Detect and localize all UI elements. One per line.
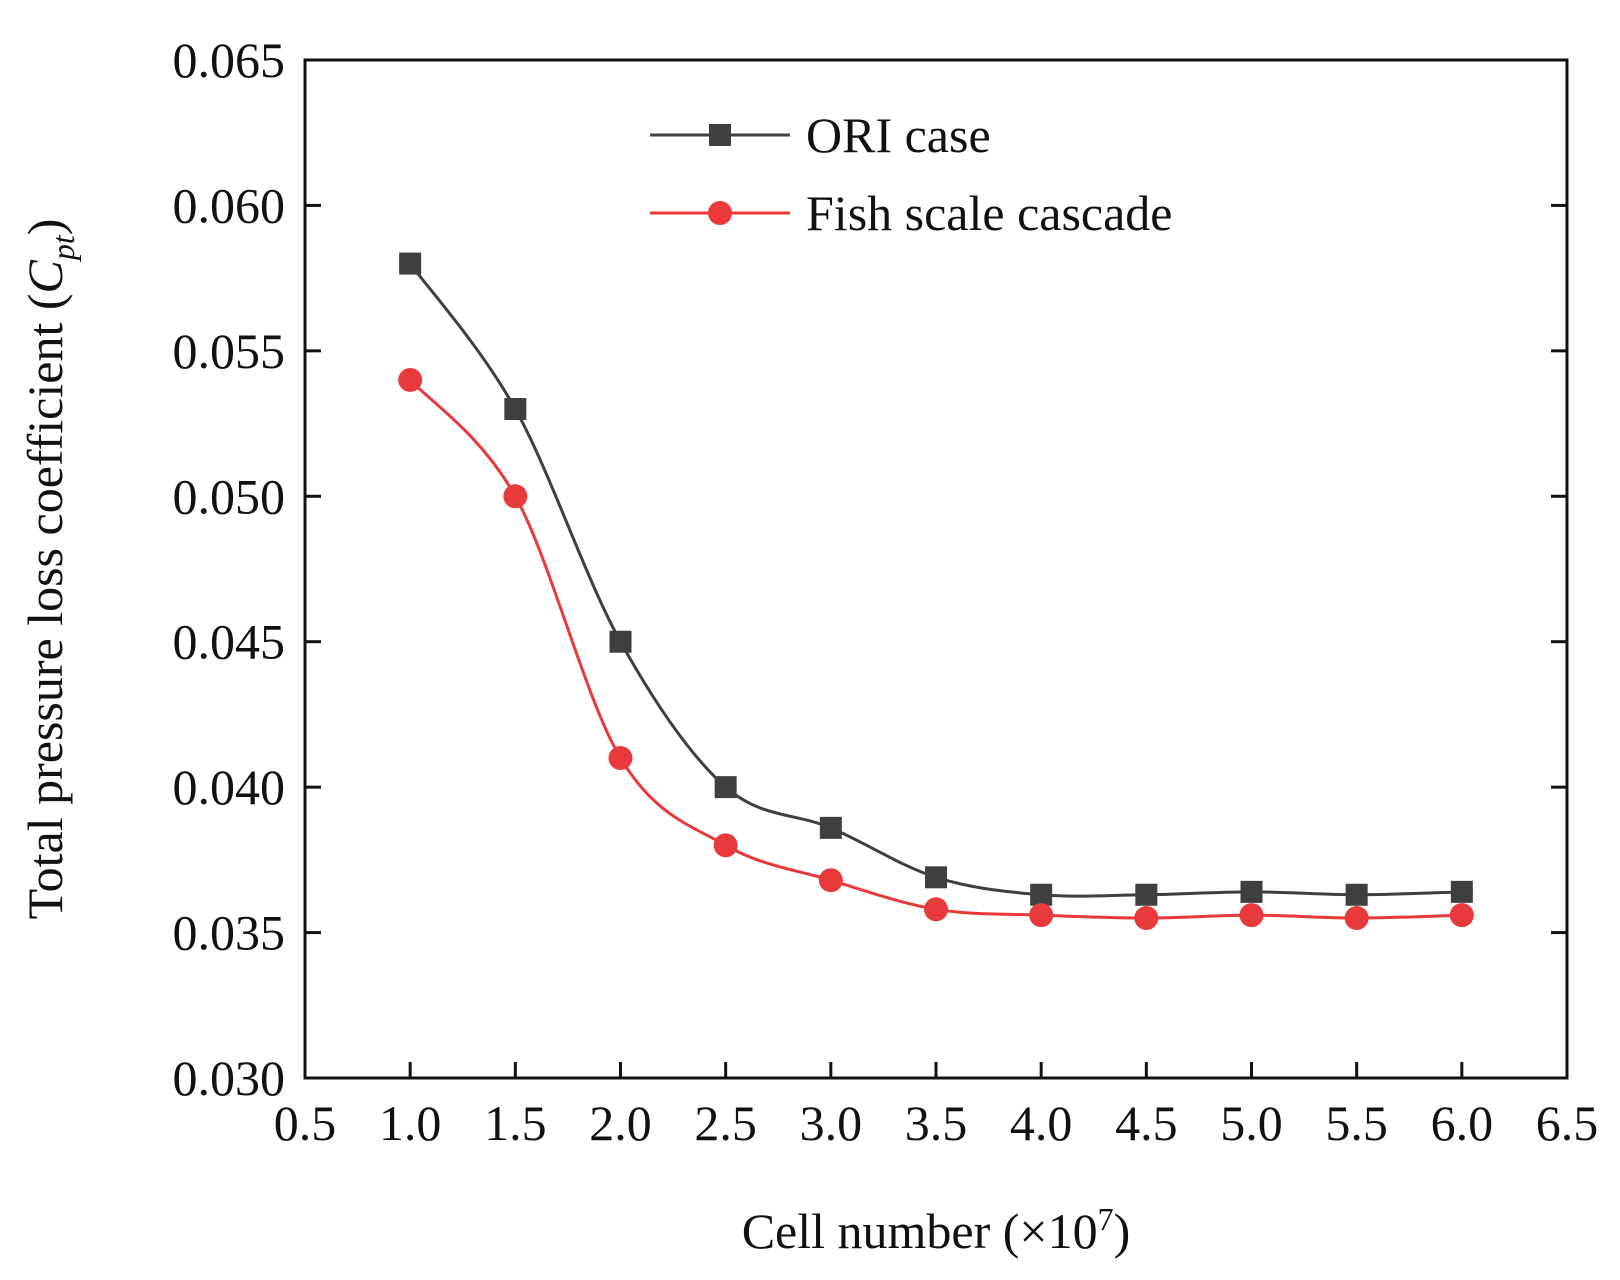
data-point-circle (398, 367, 423, 392)
data-point-circle (1344, 906, 1369, 931)
y-tick-label: 0.030 (173, 1050, 286, 1106)
legend-item: Fish scale cascade (650, 185, 1173, 241)
legend-label: Fish scale cascade (806, 185, 1173, 241)
x-tick-label: 2.5 (694, 1095, 757, 1151)
y-tick-label: 0.065 (173, 32, 286, 88)
x-tick-label: 5.0 (1220, 1095, 1283, 1151)
legend-marker-circle (708, 201, 732, 225)
y-axis-title-close: ) (17, 219, 73, 236)
data-point-square (714, 776, 737, 799)
data-point-circle (1449, 903, 1474, 928)
data-point-square (1030, 883, 1053, 906)
x-tick-label: 1.0 (379, 1095, 442, 1151)
data-point-square (1345, 883, 1368, 906)
series-ori-case (399, 252, 1473, 906)
x-axis-title-superscript: 7 (1098, 1201, 1114, 1237)
data-point-square (1240, 880, 1263, 903)
data-point-circle (608, 746, 633, 771)
x-tick-label: 4.5 (1115, 1095, 1178, 1151)
y-axis-ticks: 0.030 0.035 0.040 0.045 0.050 0.055 0.060 0.065 (173, 32, 1567, 1106)
data-point-square (1135, 883, 1158, 906)
legend: ORI case Fish scale cascade (650, 107, 1173, 241)
y-tick-label: 0.040 (173, 759, 286, 815)
x-tick-label: 2.0 (589, 1095, 652, 1151)
data-point-circle (1239, 903, 1264, 928)
data-point-circle (1029, 903, 1054, 928)
x-tick-label: 5.5 (1325, 1095, 1388, 1151)
y-axis-title-symbol: C (17, 259, 73, 293)
x-tick-label: 0.5 (274, 1095, 337, 1151)
y-axis-title-subscript: pt (45, 234, 81, 262)
y-tick-label: 0.050 (173, 468, 286, 524)
data-point-square (925, 866, 947, 889)
x-tick-label: 3.5 (905, 1095, 968, 1151)
y-tick-label: 0.060 (173, 177, 286, 233)
data-point-circle (924, 897, 948, 922)
x-tick-label: 1.5 (484, 1095, 547, 1151)
data-point-square (609, 630, 632, 653)
data-point-square (1450, 880, 1473, 903)
data-point-circle (818, 868, 843, 893)
series-layer (398, 252, 1474, 931)
x-tick-label: 6.0 (1431, 1095, 1494, 1151)
series-line (409, 378, 1462, 920)
data-point-circle (503, 484, 528, 509)
y-axis-title: Total pressure loss coefficient (Cpt) (17, 219, 81, 920)
series-line (408, 262, 1462, 898)
series-fish-scale-cascade (398, 367, 1474, 931)
legend-marker-square (709, 124, 731, 146)
legend-item: ORI case (650, 107, 991, 163)
x-axis-ticks: 0.5 1.0 1.5 2.0 2.5 3.0 3.5 4.0 4.5 5.0 5.5 6.0 6.5 (274, 1062, 1599, 1151)
x-axis-title-main: Cell number (×10 (742, 1203, 1098, 1259)
y-tick-label: 0.045 (173, 614, 286, 670)
data-point-square (819, 816, 842, 839)
data-point-circle (1134, 906, 1159, 931)
x-axis-title-close: ) (1114, 1203, 1131, 1259)
x-tick-label: 4.0 (1010, 1095, 1073, 1151)
x-tick-label: 6.5 (1536, 1095, 1599, 1151)
y-tick-label: 0.035 (173, 905, 286, 961)
data-point-circle (713, 833, 738, 858)
y-tick-label: 0.055 (173, 323, 286, 379)
data-point-square (399, 252, 422, 275)
legend-label: ORI case (806, 107, 991, 163)
y-axis-title-main: Total pressure loss coefficient ( (17, 293, 73, 919)
data-point-square (504, 398, 527, 421)
x-axis-title: Cell number (×107) (742, 1201, 1131, 1259)
x-tick-label: 3.0 (800, 1095, 863, 1151)
